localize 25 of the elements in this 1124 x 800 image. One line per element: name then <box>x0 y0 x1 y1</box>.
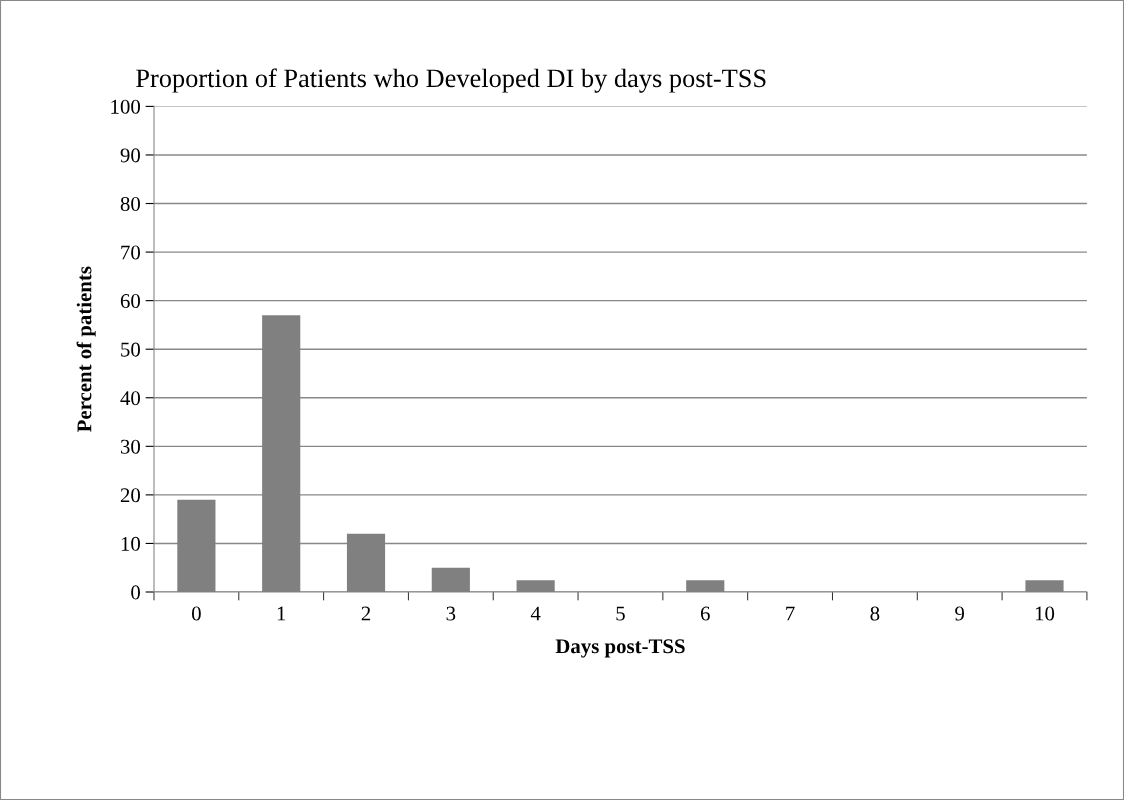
x-tick-label: 7 <box>786 606 795 621</box>
x-tick-label: 0 <box>191 606 201 621</box>
y-tick-label: 0 <box>131 585 140 600</box>
y-tick-label: 50 <box>121 342 140 357</box>
y-tick-label: 90 <box>120 148 140 163</box>
x-tick-label: 9 <box>955 606 965 621</box>
y-axis-title: Percent of patients <box>76 266 96 432</box>
y-tick-label: 70 <box>121 245 140 260</box>
chart-title: Proportion of Patients who Developed DI by days post-TSS <box>136 68 766 93</box>
x-tick-label: 2 <box>361 606 371 621</box>
x-tick-label: 8 <box>870 606 880 621</box>
y-tick-label: 20 <box>120 488 140 503</box>
y-tick-label: 10 <box>121 536 140 551</box>
x-tick-label: 4 <box>530 606 541 621</box>
y-tick-label: 100 <box>111 99 140 114</box>
y-tick-label: 40 <box>120 391 140 406</box>
x-tick-label: 6 <box>700 606 710 621</box>
x-tick-label: 3 <box>446 606 456 621</box>
y-tick-label: 80 <box>120 196 140 211</box>
x-tick-label: 1 <box>277 606 286 621</box>
x-tick-label: 5 <box>616 606 625 621</box>
y-tick-label: 30 <box>120 439 140 454</box>
x-tick-label: 10 <box>1035 606 1055 621</box>
y-tick-label: 60 <box>120 294 140 309</box>
x-axis-title: Days post-TSS <box>555 639 685 658</box>
